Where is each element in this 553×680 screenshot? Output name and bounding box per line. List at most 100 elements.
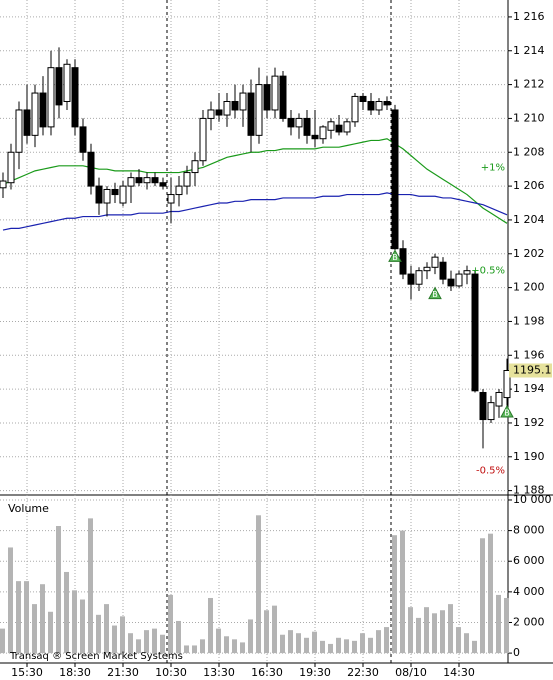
candle-body (167, 194, 175, 204)
volume-bar (384, 627, 389, 654)
x-tick-label: 13:30 (203, 666, 235, 679)
candle-body (127, 177, 135, 187)
y-tick-label: 1 202 (513, 247, 545, 260)
x-tick-label: 19:30 (299, 666, 331, 679)
signal-label: B (504, 409, 510, 418)
volume-bar (400, 530, 405, 654)
y-tick-label: 1 188 (513, 484, 545, 497)
candle-body (439, 261, 447, 280)
volume-bar (440, 610, 445, 654)
volume-bar (128, 633, 133, 654)
candle-body (7, 151, 15, 184)
signal-marker (428, 286, 442, 300)
volume-bar (464, 633, 469, 654)
volume-bar (408, 607, 413, 654)
candle-body (191, 160, 199, 174)
volume-bar (200, 639, 205, 654)
volume-bar (456, 627, 461, 654)
candle-body (343, 121, 351, 133)
volume-bar (176, 620, 181, 654)
candle-body (63, 63, 71, 103)
volume-bar (104, 604, 109, 654)
y-tick-label: 1 210 (513, 111, 545, 124)
level-label: +1% (481, 162, 505, 173)
candle-body (215, 109, 223, 116)
candle-body (375, 101, 383, 111)
volume-bar (368, 637, 373, 654)
y-tick-label: 1 200 (513, 281, 545, 294)
volume-bar (64, 571, 69, 654)
y-tick-label: 1 216 (513, 10, 545, 23)
volume-bar (392, 535, 397, 654)
candle-body (447, 278, 455, 287)
volume-bar (264, 610, 269, 654)
candle-body (391, 109, 399, 250)
x-tick-label: 08/10 (395, 666, 427, 679)
candle-body (319, 126, 327, 140)
volume-bar (280, 634, 285, 654)
y-tick-label: 0 (513, 646, 520, 659)
volume-bar (152, 628, 157, 654)
candle-body (383, 101, 391, 106)
candle-body (287, 117, 295, 128)
candle-body (23, 109, 31, 136)
volume-bar (416, 617, 421, 654)
volume-bar (0, 628, 5, 654)
volume-bar (120, 616, 125, 654)
candle-body (151, 177, 159, 184)
x-tick-label: 21:30 (107, 666, 139, 679)
y-tick-label: 4 000 (513, 585, 545, 598)
volume-bar (216, 628, 221, 654)
volume-bar (424, 607, 429, 654)
y-tick-label: 10 000 (513, 493, 552, 506)
volume-bar (496, 594, 501, 654)
volume-bar (344, 639, 349, 654)
last-price-box (509, 363, 552, 378)
volume-bar (312, 631, 317, 654)
y-tick-label: 1 196 (513, 348, 545, 361)
candle-body (295, 117, 303, 128)
volume-bar (248, 619, 253, 654)
volume-bar (56, 526, 61, 654)
x-tick-label: 15:30 (11, 666, 43, 679)
volume-bar (136, 639, 141, 654)
volume-bar (376, 630, 381, 654)
volume-bar (488, 533, 493, 654)
y-tick-label: 1 190 (513, 450, 545, 463)
candle-body (487, 402, 495, 421)
volume-bar (432, 613, 437, 654)
volume-bar (96, 614, 101, 654)
candle-body (327, 121, 335, 131)
candle-body (223, 101, 231, 116)
volume-bar (360, 633, 365, 654)
volume-bar (16, 581, 21, 654)
candle-body (271, 75, 279, 111)
y-tick-label: 1 194 (513, 382, 545, 395)
x-tick-label: 14:30 (443, 666, 475, 679)
candle-body (199, 117, 207, 162)
candle-body (415, 270, 423, 285)
candle-body (95, 185, 103, 204)
level-label: -0.5% (476, 465, 505, 476)
candle-body (111, 188, 119, 196)
volume-bar (232, 639, 237, 654)
volume-bar (112, 625, 117, 654)
moving-average (2, 192, 508, 231)
candle-body (311, 134, 319, 140)
y-tick-label: 8 000 (513, 524, 545, 537)
signal-label: B (392, 253, 398, 262)
volume-bar (288, 630, 293, 654)
volume-bar (272, 605, 277, 654)
candle-body (175, 185, 183, 196)
signal-marker (388, 249, 402, 262)
volume-bar (504, 597, 509, 654)
candle-body (0, 180, 7, 189)
signal-marker (500, 404, 514, 418)
candle-body (335, 124, 343, 133)
volume-bar (160, 634, 165, 654)
candle-body (71, 67, 79, 128)
volume-bar (320, 640, 325, 654)
volume-bar (192, 645, 197, 654)
volume-bar (32, 604, 37, 654)
candle-body (423, 266, 431, 272)
